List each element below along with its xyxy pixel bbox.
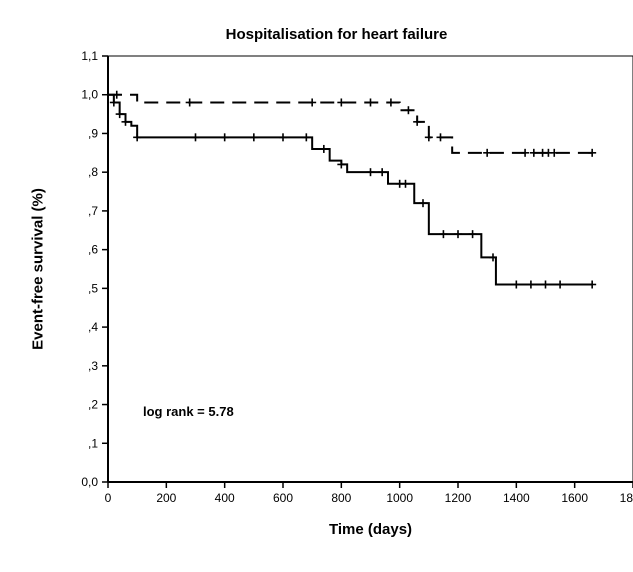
y-tick-label: ,5 <box>88 281 98 295</box>
x-tick-label: 1400 <box>503 491 530 505</box>
km-chart: Hospitalisation for heart failure Event-… <box>20 20 633 552</box>
y-tick-label: ,7 <box>88 204 98 218</box>
x-tick-label: 1800 <box>620 491 633 505</box>
chart-svg: 0 200 400 600 800 1000 1200 1400 1600 1800 0,0 ,1 ,2… <box>20 20 633 552</box>
y-tick-label: ,3 <box>88 359 98 373</box>
y-tick-label: ,1 <box>88 436 98 450</box>
x-tick-label: 800 <box>331 491 351 505</box>
x-tick-label: 400 <box>215 491 235 505</box>
series-lower <box>108 95 592 285</box>
x-axis-label: Time (days) <box>329 521 412 538</box>
series-upper <box>108 95 592 153</box>
y-tick-label: ,9 <box>88 126 98 140</box>
x-tick-label: 0 <box>105 491 112 505</box>
y-tick-label: 1,0 <box>81 88 98 102</box>
y-tick-label: ,4 <box>88 320 98 334</box>
x-tick-label: 1600 <box>561 491 588 505</box>
y-tick-label: 1,1 <box>81 49 98 63</box>
x-tick-label: 1000 <box>386 491 413 505</box>
y-tick-label: ,8 <box>88 165 98 179</box>
y-axis-label: Event-free survival (%) <box>30 188 47 350</box>
y-tick-label: ,6 <box>88 243 98 257</box>
chart-title: Hospitalisation for heart failure <box>226 26 448 43</box>
logrank-annotation: log rank = 5.78 <box>143 404 234 419</box>
y-tick-label: ,2 <box>88 398 98 412</box>
x-tick-label: 600 <box>273 491 293 505</box>
y-tick-label: 0,0 <box>81 475 98 489</box>
x-tick-label: 1200 <box>445 491 472 505</box>
x-tick-label: 200 <box>156 491 176 505</box>
